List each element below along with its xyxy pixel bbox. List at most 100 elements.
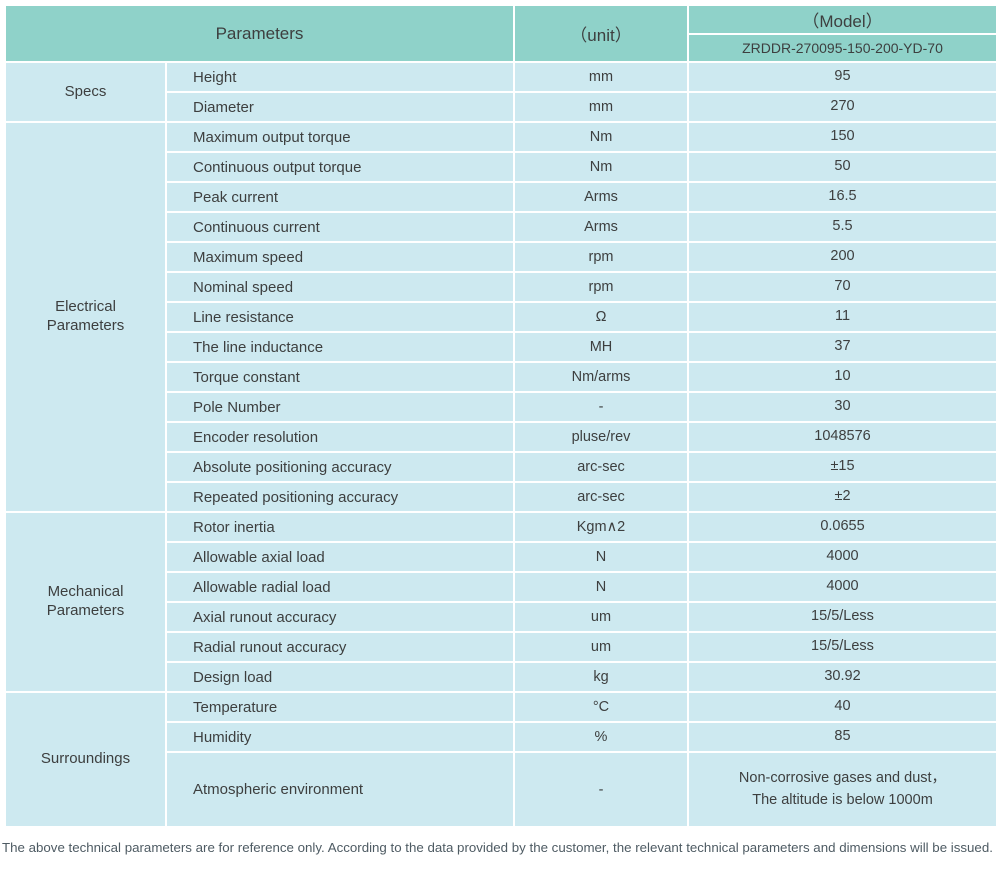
unit-cell: Arms: [513, 211, 689, 243]
unit-cell: Ω: [513, 301, 689, 333]
name-cell: Maximum speed: [165, 241, 515, 273]
name-cell: Rotor inertia: [165, 511, 515, 543]
value-cell: 11: [687, 301, 998, 333]
name-cell: Axial runout accuracy: [165, 601, 515, 633]
unit-cell: -: [513, 751, 689, 828]
table-row: Repeated positioning accuracy arc-sec ±2: [5, 481, 998, 513]
name-cell: Encoder resolution: [165, 421, 515, 453]
name-cell: Temperature: [165, 691, 515, 723]
table-row: Peak current Arms 16.5: [5, 181, 998, 213]
value-cell: 270: [687, 91, 998, 123]
table-row: Electrical Parameters Maximum output torq…: [4, 121, 998, 513]
parameters-header: Parameters: [4, 4, 515, 63]
unit-cell: N: [513, 541, 689, 573]
group-cell: Mechanical Parameters: [4, 511, 167, 693]
value-cell: 50: [687, 151, 998, 183]
value-cell: 16.5: [687, 181, 998, 213]
unit-cell: pluse/rev: [513, 421, 689, 453]
table-row: Allowable radial load N 4000: [5, 571, 998, 603]
name-cell: Continuous output torque: [165, 151, 515, 183]
value-cell: 37: [687, 331, 998, 363]
table-row: Torque constant Nm/arms 10: [5, 361, 998, 393]
group-cell: Surroundings: [4, 691, 167, 828]
value-cell: 30.92: [687, 661, 998, 693]
table-row: Atmospheric environment - Non-corrosive ga…: [5, 751, 998, 828]
unit-cell: Arms: [513, 181, 689, 213]
spec-table-header: Parameters （unit） （Model） ZRDDR-270095-1…: [4, 4, 998, 63]
table-row: Pole Number -30: [5, 391, 998, 423]
unit-header: （unit）: [513, 4, 689, 63]
model-number: ZRDDR-270095-150-200-YD-70: [687, 33, 998, 63]
unit-cell: rpm: [513, 241, 689, 273]
value-cell: 15/5/Less: [687, 631, 998, 663]
value-cell: ±2: [687, 481, 998, 513]
unit-cell: MH: [513, 331, 689, 363]
name-cell: Diameter: [165, 91, 515, 123]
spec-table: Parameters （unit） （Model） ZRDDR-270095-1…: [4, 4, 998, 828]
unit-cell: %: [513, 721, 689, 753]
header-row-2: ZRDDR-270095-150-200-YD-70: [5, 33, 998, 63]
value-cell: 15/5/Less: [687, 601, 998, 633]
name-cell: Continuous current: [165, 211, 515, 243]
value-cell: 30: [687, 391, 998, 423]
unit-cell: -: [513, 391, 689, 423]
header-row-1: Parameters （unit） （Model）: [4, 4, 998, 63]
model-header: （Model）: [687, 4, 998, 35]
name-cell: Height: [165, 61, 515, 93]
value-cell: 70: [687, 271, 998, 303]
footer-note: The above technical parameters are for r…: [2, 840, 993, 855]
table-row: Humidity% 85: [5, 721, 998, 753]
name-cell: Allowable axial load: [165, 541, 515, 573]
table-row: Allowable axial load N 4000: [5, 541, 998, 573]
name-cell: Allowable radial load: [165, 571, 515, 603]
unit-cell: arc-sec: [513, 481, 689, 513]
name-cell: Nominal speed: [165, 271, 515, 303]
value-cell: 200: [687, 241, 998, 273]
table-row: Maximum speed rpm 200: [5, 241, 998, 273]
unit-cell: kg: [513, 661, 689, 693]
unit-cell: um: [513, 601, 689, 633]
name-cell: Absolute positioning accuracy: [165, 451, 515, 483]
value-cell: 85: [687, 721, 998, 753]
name-cell: Design load: [165, 661, 515, 693]
table-row: Encoder resolution pluse/rev 1048576: [5, 421, 998, 453]
table-row: The line inductance MH 37: [5, 331, 998, 363]
name-cell: Humidity: [165, 721, 515, 753]
spec-table-body: Specs Height mm 95 Diameter mm 270 Electrical P…: [4, 61, 998, 828]
value-cell: Non-corrosive gases and dust， The altitu…: [687, 751, 998, 828]
unit-cell: mm: [513, 91, 689, 123]
value-cell: 5.5: [687, 211, 998, 243]
value-cell: ±15: [687, 451, 998, 483]
table-row: Continuous current Arms 5.5: [5, 211, 998, 243]
table-row: Design load kg 30.92: [5, 661, 998, 693]
name-cell: The line inductance: [165, 331, 515, 363]
name-cell: Radial runout accuracy: [165, 631, 515, 663]
unit-cell: N: [513, 571, 689, 603]
table-row: Nominal speed rpm 70: [5, 271, 998, 303]
unit-cell: °C: [513, 691, 689, 723]
table-row: Radial runout accuracy um 15/5/Less: [5, 631, 998, 663]
name-cell: Atmospheric environment: [165, 751, 515, 828]
value-cell: 4000: [687, 571, 998, 603]
value-cell: 95: [687, 61, 998, 93]
name-cell: Line resistance: [165, 301, 515, 333]
name-cell: Peak current: [165, 181, 515, 213]
table-row: Absolute positioning accuracy arc-sec ±15: [5, 451, 998, 483]
table-row: Diameter mm 270: [5, 91, 998, 123]
name-cell: Repeated positioning accuracy: [165, 481, 515, 513]
name-cell: Maximum output torque: [165, 121, 515, 153]
value-cell: 150: [687, 121, 998, 153]
value-cell: 10: [687, 361, 998, 393]
table-row: Mechanical Parameters Rotor inertia Kgm∧2 0…: [4, 511, 998, 693]
value-cell: 1048576: [687, 421, 998, 453]
group-cell: Electrical Parameters: [4, 121, 167, 513]
table-row: Line resistance Ω 11: [5, 301, 998, 333]
unit-cell: Nm: [513, 121, 689, 153]
name-cell: Pole Number: [165, 391, 515, 423]
unit-cell: Kgm∧2: [513, 511, 689, 543]
table-row: Specs Height mm 95: [4, 61, 998, 123]
value-cell: 0.0655: [687, 511, 998, 543]
table-row: Continuous output torque Nm 50: [5, 151, 998, 183]
table-row: Axial runout accuracy um 15/5/Less: [5, 601, 998, 633]
